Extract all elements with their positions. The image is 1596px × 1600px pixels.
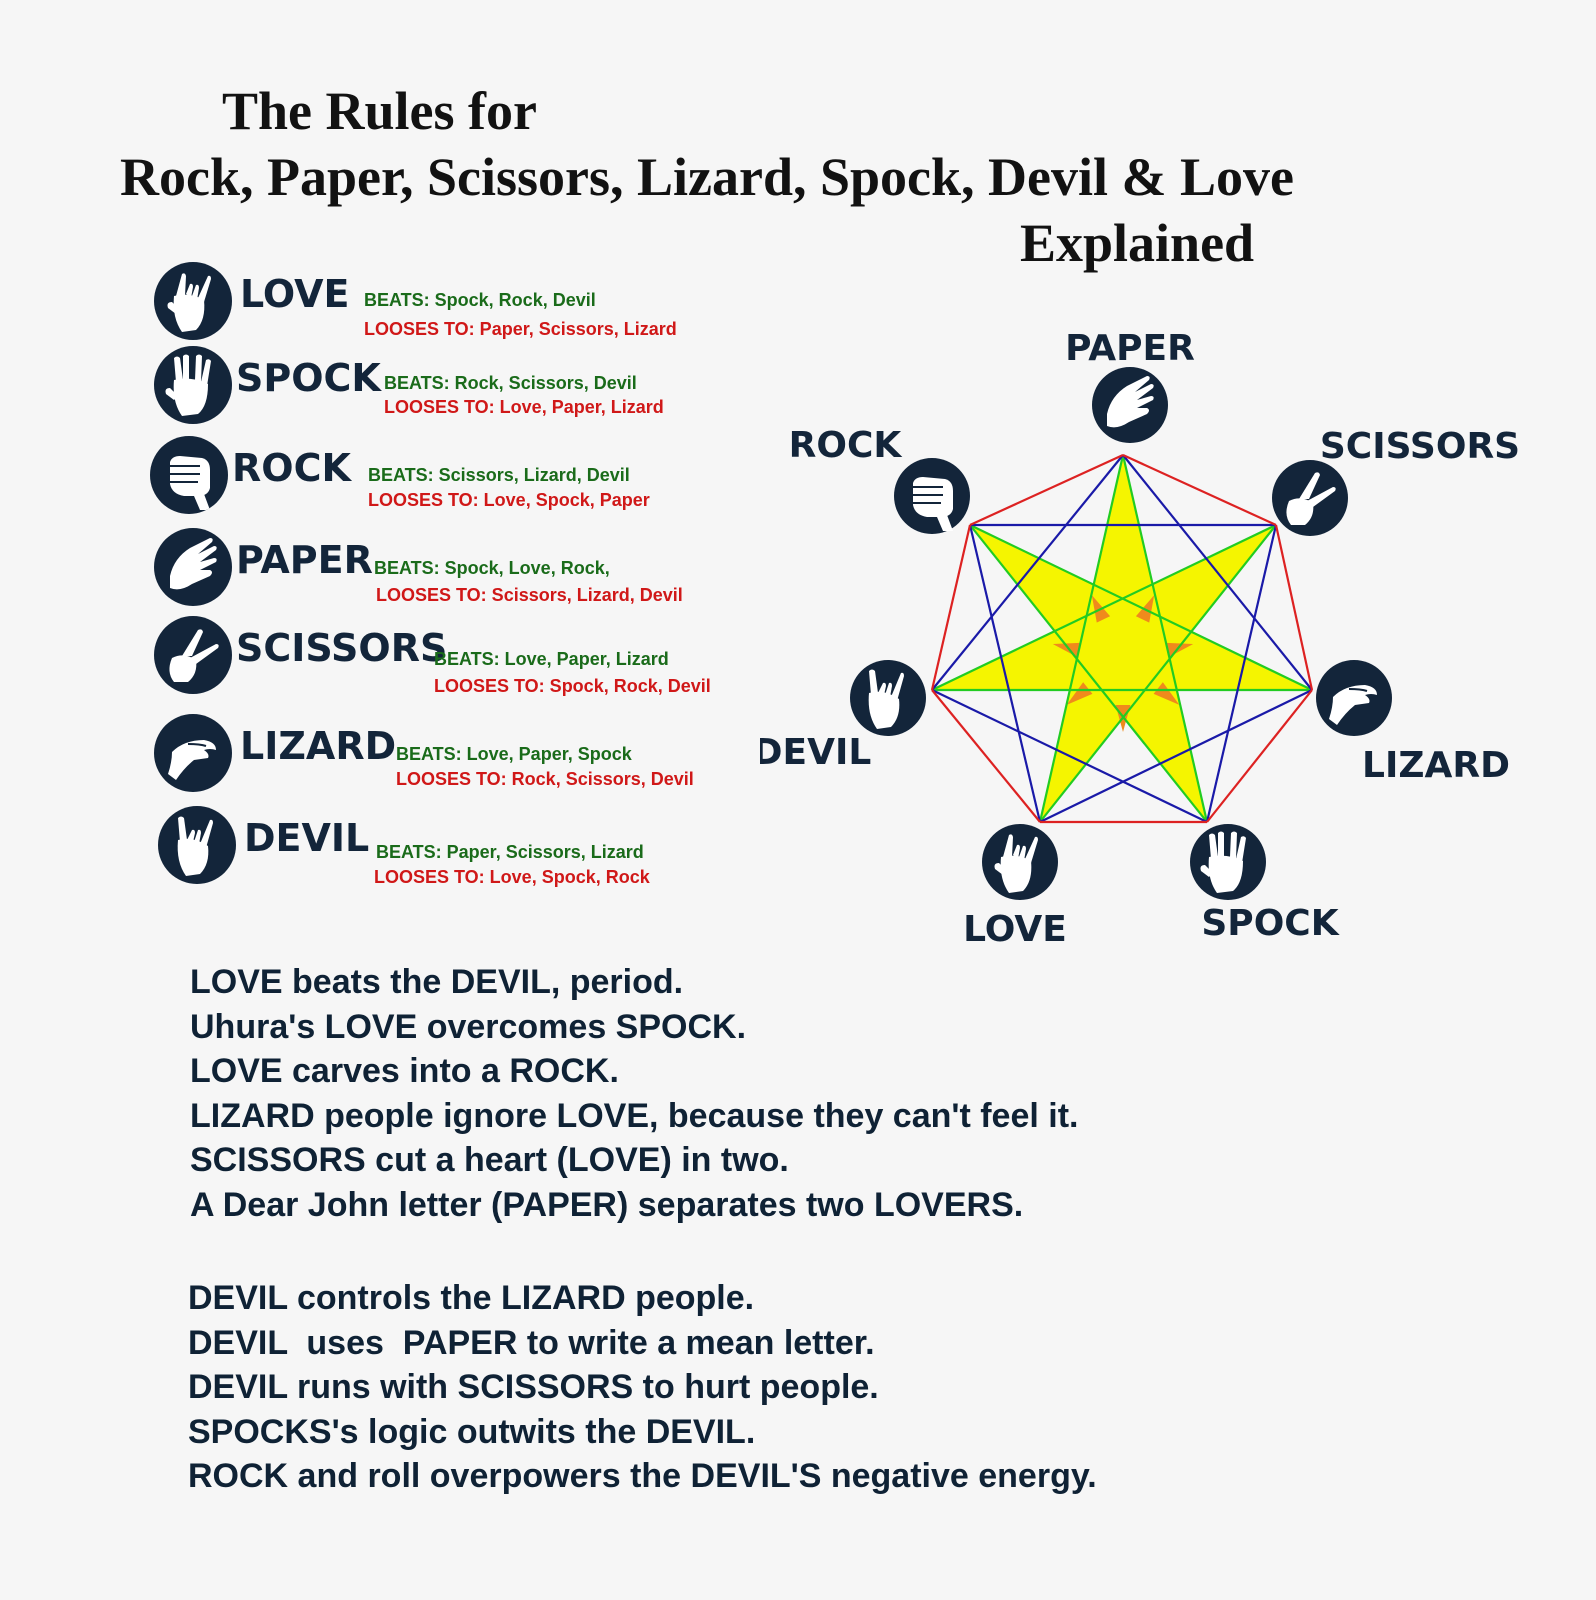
rule-name: SPOCK <box>236 356 381 400</box>
rock-fist-icon <box>150 436 228 514</box>
paper-hand-icon <box>1107 376 1154 428</box>
devil-hand-icon <box>158 806 236 884</box>
rule-beats: BEATS: Spock, Love, Rock, <box>374 558 610 578</box>
rule-loses: LOOSES TO: Scissors, Lizard, Devil <box>376 585 683 605</box>
rule-beats: BEATS: Spock, Rock, Devil <box>364 290 596 310</box>
diagram-label: LOVE <box>963 909 1067 950</box>
diagram-node-paper: PAPER <box>1065 328 1195 443</box>
rule-row-spock: SPOCK BEATS: Rock, Scissors, Devil LOOSE… <box>0 346 760 426</box>
devil-hand-icon <box>868 669 904 729</box>
green-edge <box>931 524 1277 691</box>
diagram-node-love: LOVE <box>963 824 1067 950</box>
rule-loses: LOOSES TO: Love, Spock, Rock <box>374 867 650 887</box>
diagram-label: PAPER <box>1065 328 1195 369</box>
spock-hand-icon <box>154 346 232 424</box>
green-edge <box>969 524 1313 691</box>
red-edge <box>931 689 1041 823</box>
rule-row-scissors: SCISSORS BEATS: Love, Paper, Lizard LOOS… <box>0 616 760 696</box>
blue-edge <box>1205 524 1278 823</box>
rule-row-devil: DEVIL BEATS: Paper, Scissors, Lizard LOO… <box>0 806 760 887</box>
red-edge <box>969 453 1124 527</box>
orange-triangle <box>1052 642 1083 658</box>
scissors-hand-icon <box>154 616 232 694</box>
blue-edge <box>968 524 1042 823</box>
rule-row-lizard: LIZARD BEATS: Love, Paper, Spock LOOSES … <box>0 714 760 794</box>
rule-name: LIZARD <box>240 724 397 768</box>
love-hand-icon <box>994 834 1038 893</box>
rule-name: DEVIL <box>244 816 370 860</box>
rule-row-paper: PAPER BEATS: Spock, Love, Rock, LOOSES T… <box>0 528 760 608</box>
green-edge <box>1038 454 1125 823</box>
green-edge <box>969 524 1208 823</box>
diagram-node-devil: DEVIL <box>760 660 926 773</box>
rule-name: ROCK <box>232 446 351 490</box>
explanation-line: LOVE carves into a ROCK. <box>190 1052 619 1090</box>
explanation-line: DEVIL controls the LIZARD people. <box>188 1279 755 1317</box>
lizard-hand-icon <box>1329 685 1377 725</box>
star-core <box>1074 610 1172 705</box>
explanation-line: SPOCKS's logic outwits the DEVIL. <box>188 1412 756 1451</box>
diagram-label: ROCK <box>789 425 903 466</box>
rule-loses: LOOSES TO: Rock, Scissors, Devil <box>396 769 694 789</box>
devil-explanations: DEVIL controls the LIZARD people. DEVIL … <box>188 1276 1097 1499</box>
rock-fist-icon <box>913 477 953 531</box>
explanation-line: A Dear John letter (PAPER) separates two… <box>190 1185 1024 1224</box>
spock-hand-icon <box>1200 831 1246 893</box>
orange-triangle <box>1163 642 1194 658</box>
rule-loses: LOOSES TO: Spock, Rock, Devil <box>434 676 711 696</box>
love-explanations: LOVE beats the DEVIL, period. Uhura's LO… <box>190 960 1078 1227</box>
blue-edge <box>1122 454 1313 691</box>
explanation-line: DEVIL uses PAPER to write a mean letter. <box>188 1323 875 1362</box>
heptagram-diagram: PAPER SCISSORS LIZARD SPOCK LOVE DEVIL ROCK <box>760 328 1520 950</box>
rule-name: LOVE <box>240 272 350 316</box>
red-edge <box>930 524 972 691</box>
red-edge <box>1206 689 1313 823</box>
page-title-line1: The Rules for <box>222 81 537 141</box>
diagram-label: SCISSORS <box>1320 426 1520 467</box>
blue-edge <box>931 689 1208 823</box>
diagram-label: LIZARD <box>1362 745 1510 786</box>
rule-beats: BEATS: Rock, Scissors, Devil <box>384 373 637 393</box>
rule-name: SCISSORS <box>236 626 448 670</box>
diagram-node-scissors: SCISSORS <box>1272 426 1520 536</box>
scissors-hand-icon <box>1286 472 1336 525</box>
love-hand-icon <box>154 262 232 340</box>
rule-beats: BEATS: Paper, Scissors, Lizard <box>376 842 644 862</box>
paper-hand-icon <box>154 528 232 606</box>
rule-loses: LOOSES TO: Paper, Scissors, Lizard <box>364 319 677 339</box>
red-edge <box>1122 453 1277 527</box>
lizard-hand-icon <box>154 714 232 792</box>
rule-beats: BEATS: Scissors, Lizard, Devil <box>368 465 630 485</box>
rule-beats: BEATS: Love, Paper, Lizard <box>434 649 669 669</box>
diagram-node-spock: SPOCK <box>1190 824 1340 944</box>
scissors-hand-icon <box>1272 460 1348 536</box>
explanation-line: LOVE beats the DEVIL, period. <box>190 963 684 1001</box>
diagram-nodes: PAPER SCISSORS LIZARD SPOCK LOVE DEVIL ROCK <box>760 328 1520 950</box>
rule-name: PAPER <box>236 538 373 582</box>
page-title-line2: Rock, Paper, Scissors, Lizard, Spock, De… <box>120 147 1294 207</box>
explanation-line: Uhura's LOVE overcomes SPOCK. <box>190 1007 747 1046</box>
red-edge <box>1274 524 1314 691</box>
core-heptagon <box>1074 610 1172 705</box>
rule-row-love: LOVE BEATS: Spock, Rock, Devil LOOSES TO… <box>0 262 760 342</box>
diagram-label: SPOCK <box>1201 903 1339 944</box>
rule-loses: LOOSES TO: Love, Spock, Paper <box>368 490 650 510</box>
green-edge <box>1039 524 1277 823</box>
rule-row-rock: ROCK BEATS: Scissors, Lizard, Devil LOOS… <box>0 436 760 516</box>
explanation-line: LIZARD people ignore LOVE, because they … <box>190 1096 1079 1135</box>
explanation-line: SCISSORS cut a heart (LOVE) in two. <box>190 1141 789 1179</box>
diagram-label: DEVIL <box>760 732 871 773</box>
rule-loses: LOOSES TO: Love, Paper, Lizard <box>384 397 664 417</box>
rule-beats: BEATS: Love, Paper, Spock <box>396 744 632 764</box>
diagram-lines <box>930 453 1314 824</box>
diagram-node-lizard: LIZARD <box>1316 660 1510 786</box>
explanation-line: DEVIL runs with SCISSORS to hurt people. <box>188 1368 879 1406</box>
blue-edge <box>1039 689 1313 823</box>
explanation-line: ROCK and roll overpowers the DEVIL'S neg… <box>188 1457 1097 1495</box>
green-edge <box>1121 454 1209 823</box>
blue-edge <box>931 454 1124 691</box>
page-title-line3: Explained <box>1020 213 1255 273</box>
diagram-node-rock: ROCK <box>789 425 970 534</box>
